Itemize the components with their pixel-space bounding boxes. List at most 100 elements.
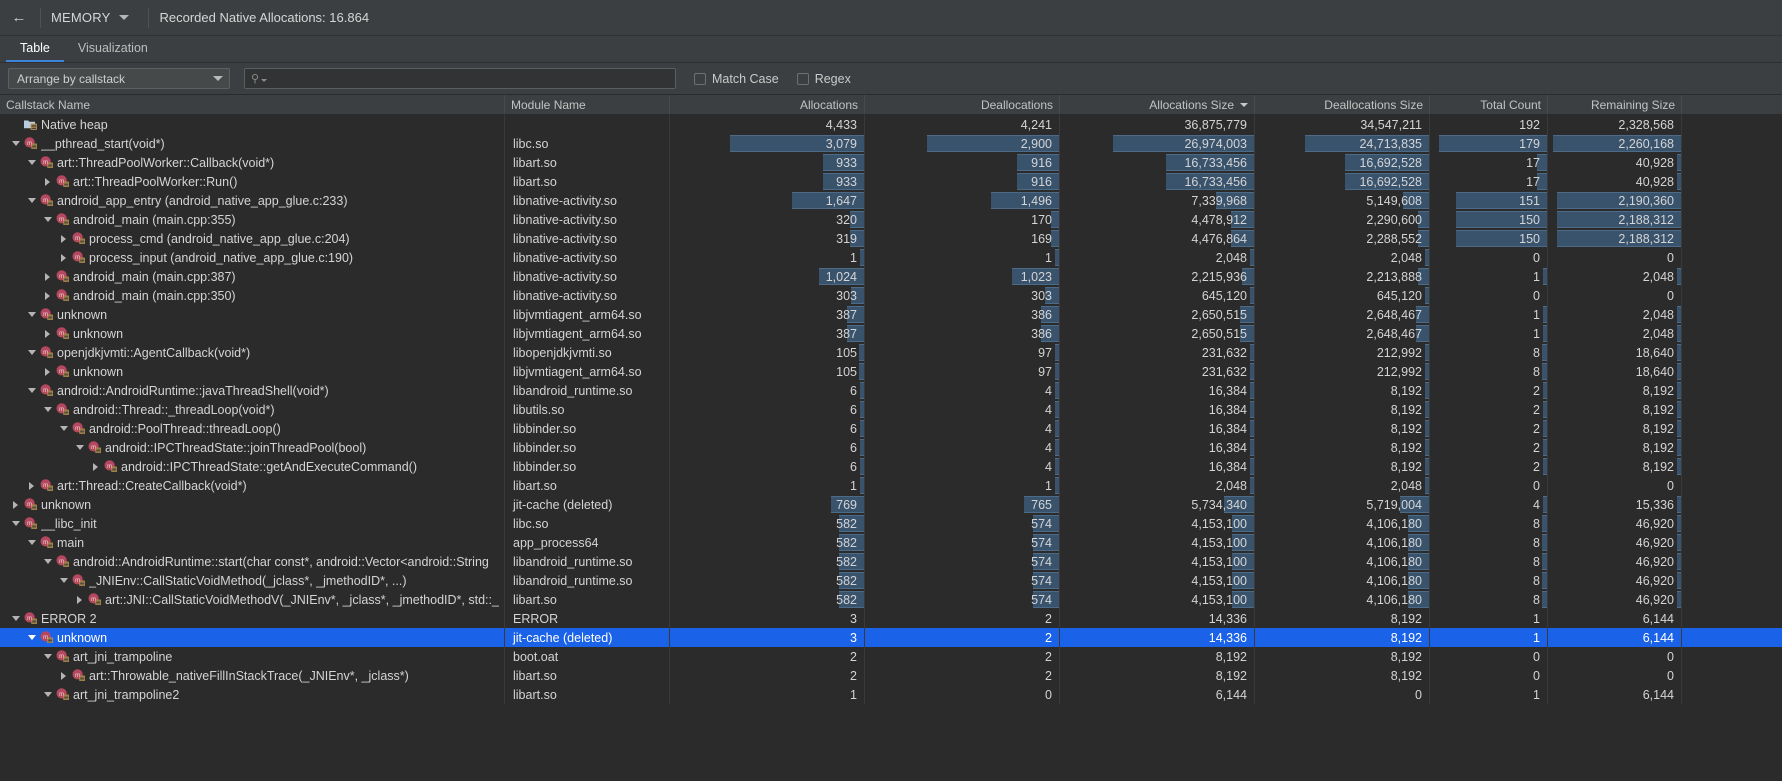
collapse-triangle-icon[interactable] xyxy=(72,438,87,457)
table-row[interactable]: m android::IPCThreadState::joinThreadPool… xyxy=(0,438,1782,457)
table-row[interactable]: m art::ThreadPoolWorker::Callback(void*) l… xyxy=(0,153,1782,172)
expand-triangle-icon[interactable] xyxy=(40,324,55,343)
table-row[interactable]: m android_main (main.cpp:350) libnative-ac… xyxy=(0,286,1782,305)
table-row[interactable]: m art::Throwable_nativeFillInStackTrace(_… xyxy=(0,666,1782,685)
alloc-size-value: 14,336 xyxy=(1208,611,1247,626)
table-row[interactable]: m art_jni_trampoline2 libart.so 1 0 6,144 0 1 6,… xyxy=(0,685,1782,704)
total-count-value: 2 xyxy=(1533,459,1540,474)
table-row-selected[interactable]: m unknown jit-cache (deleted) 3 2 14,336 8,192… xyxy=(0,628,1782,647)
search-box[interactable]: ⚲ xyxy=(244,68,676,89)
expand-triangle-icon[interactable] xyxy=(56,229,71,248)
expand-triangle-icon[interactable] xyxy=(24,476,39,495)
table-row[interactable]: m openjdkjvmti::AgentCallback(void*) libop… xyxy=(0,343,1782,362)
column-header-total-count[interactable]: Total Count xyxy=(1430,95,1548,114)
column-header-remaining-size[interactable]: Remaining Size xyxy=(1548,95,1682,114)
table-row[interactable]: m _JNIEnv::CallStaticVoidMethod(_jclass*,… xyxy=(0,571,1782,590)
method-icon: m xyxy=(103,459,118,474)
expand-triangle-icon[interactable] xyxy=(56,248,71,267)
alloc-size-value: 26,974,003 xyxy=(1184,136,1247,151)
cell-allocations: 2 xyxy=(670,666,865,685)
collapse-triangle-icon[interactable] xyxy=(40,647,55,666)
table-row[interactable]: m android::AndroidRuntime::javaThreadShel… xyxy=(0,381,1782,400)
collapse-triangle-icon[interactable] xyxy=(24,628,39,647)
table-row[interactable]: m unknown jit-cache (deleted) 769 765 5,734,3… xyxy=(0,495,1782,514)
expand-triangle-icon[interactable] xyxy=(40,362,55,381)
collapse-triangle-icon[interactable] xyxy=(8,134,23,153)
cell-dealloc-size: 24,713,835 xyxy=(1255,134,1430,153)
table-row[interactable]: m main app_process64 582 574 4,153,100 4,106,1… xyxy=(0,533,1782,552)
column-header-allocations-size[interactable]: Allocations Size xyxy=(1060,95,1255,114)
search-input[interactable] xyxy=(267,71,669,86)
column-header-callstack-name[interactable]: Callstack Name xyxy=(0,95,505,114)
table-row[interactable]: m android::PoolThread::threadLoop() libbin… xyxy=(0,419,1782,438)
collapse-triangle-icon[interactable] xyxy=(24,381,39,400)
cell-alloc-size: 26,974,003 xyxy=(1060,134,1255,153)
table-row[interactable]: m art_jni_trampoline boot.oat 2 2 8,192 8,192 0… xyxy=(0,647,1782,666)
table-row[interactable]: m __pthread_start(void*) libc.so 3,079 2,900… xyxy=(0,134,1782,153)
collapse-triangle-icon[interactable] xyxy=(24,533,39,552)
table-row[interactable]: m process_input (android_native_app_glue.… xyxy=(0,248,1782,267)
table-row[interactable]: m android_app_entry (android_native_app_g… xyxy=(0,191,1782,210)
table-row[interactable]: m android_main (main.cpp:355) libnative-ac… xyxy=(0,210,1782,229)
cell-allocations: 3 xyxy=(670,628,865,647)
cell-remaining-size: 2,048 xyxy=(1548,267,1682,286)
collapse-triangle-icon[interactable] xyxy=(40,552,55,571)
table-row[interactable]: m art::Thread::CreateCallback(void*) libar… xyxy=(0,476,1782,495)
table-row[interactable]: Native heap 4,433 4,241 36,875,779 34,547,21… xyxy=(0,115,1782,134)
column-header-module-name[interactable]: Module Name xyxy=(505,95,670,114)
collapse-triangle-icon[interactable] xyxy=(56,571,71,590)
collapse-triangle-icon[interactable] xyxy=(8,514,23,533)
allocations-value: 1,647 xyxy=(825,193,857,208)
table-body[interactable]: Native heap 4,433 4,241 36,875,779 34,547,21… xyxy=(0,115,1782,777)
table-row[interactable]: m ERROR 2 ERROR 3 2 14,336 8,192 1 6,144 xyxy=(0,609,1782,628)
expand-triangle-icon[interactable] xyxy=(40,267,55,286)
back-arrow-icon[interactable]: ← xyxy=(11,9,27,26)
expand-triangle-icon[interactable] xyxy=(40,172,55,191)
cell-alloc-size: 4,153,100 xyxy=(1060,590,1255,609)
column-header-allocations[interactable]: Allocations xyxy=(670,95,865,114)
match-case-label: Match Case xyxy=(712,71,779,86)
collapse-triangle-icon[interactable] xyxy=(24,153,39,172)
expand-triangle-icon[interactable] xyxy=(40,286,55,305)
value-bar xyxy=(1055,420,1059,437)
tab-visualization[interactable]: Visualization xyxy=(77,41,148,55)
cell-module-name: ERROR xyxy=(505,609,670,628)
expand-triangle-icon[interactable] xyxy=(56,666,71,685)
tab-table[interactable]: Table xyxy=(6,36,64,62)
match-case-checkbox[interactable]: Match Case xyxy=(694,72,779,86)
collapse-triangle-icon[interactable] xyxy=(40,400,55,419)
expand-triangle-icon[interactable] xyxy=(72,590,87,609)
collapse-triangle-icon[interactable] xyxy=(24,305,39,324)
collapse-triangle-icon[interactable] xyxy=(24,191,39,210)
table-row[interactable]: m unknown libjvmtiagent_arm64.so 387 386 2,65… xyxy=(0,324,1782,343)
column-header-deallocations-size[interactable]: Deallocations Size xyxy=(1255,95,1430,114)
table-row[interactable]: m process_cmd (android_native_app_glue.c:… xyxy=(0,229,1782,248)
table-row[interactable]: m unknown libjvmtiagent_arm64.so 387 386 2,65… xyxy=(0,305,1782,324)
table-row[interactable]: m __libc_init libc.so 582 574 4,153,100 4,106,… xyxy=(0,514,1782,533)
table-row[interactable]: m android::IPCThreadState::getAndExecuteC… xyxy=(0,457,1782,476)
regex-checkbox[interactable]: Regex xyxy=(796,72,851,86)
dealloc-size-value: 645,120 xyxy=(1376,288,1422,303)
arrange-by-select[interactable]: Arrange by callstack xyxy=(8,68,230,89)
table-row[interactable]: m art::JNI::CallStaticVoidMethodV(_JNIEnv… xyxy=(0,590,1782,609)
table-row[interactable]: m unknown libjvmtiagent_arm64.so 105 97 231,6… xyxy=(0,362,1782,381)
collapse-triangle-icon[interactable] xyxy=(8,609,23,628)
cell-total-count: 150 xyxy=(1430,229,1548,248)
column-header-deallocations[interactable]: Deallocations xyxy=(865,95,1060,114)
total-count-value: 0 xyxy=(1533,250,1540,265)
triangle-glyph xyxy=(13,500,18,509)
collapse-triangle-icon[interactable] xyxy=(40,210,55,229)
table-row[interactable]: m android::Thread::_threadLoop(void*) libu… xyxy=(0,400,1782,419)
expand-triangle-icon[interactable] xyxy=(8,495,23,514)
cell-dealloc-size: 16,692,528 xyxy=(1255,153,1430,172)
collapse-triangle-icon[interactable] xyxy=(40,685,55,704)
chevron-down-icon[interactable] xyxy=(119,15,130,20)
collapse-triangle-icon[interactable] xyxy=(24,343,39,362)
table-row[interactable]: m android::AndroidRuntime::start(char con… xyxy=(0,552,1782,571)
cell-total-count: 1 xyxy=(1430,609,1548,628)
cell-alloc-size: 6,144 xyxy=(1060,685,1255,704)
expand-triangle-icon[interactable] xyxy=(88,457,103,476)
collapse-triangle-icon[interactable] xyxy=(56,419,71,438)
table-row[interactable]: m android_main (main.cpp:387) libnative-ac… xyxy=(0,267,1782,286)
table-row[interactable]: m art::ThreadPoolWorker::Run() libart.so 93… xyxy=(0,172,1782,191)
